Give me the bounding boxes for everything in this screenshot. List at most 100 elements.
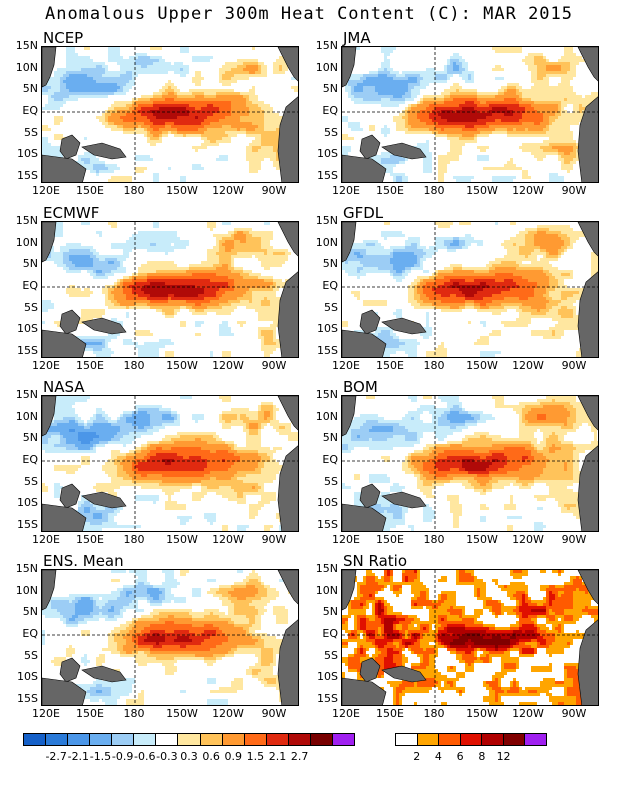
lon-label: 150E xyxy=(76,707,104,720)
lat-label: 15S xyxy=(17,344,38,357)
land-mask xyxy=(342,154,387,182)
colorbar-swatch xyxy=(417,734,440,745)
lat-label: 15N xyxy=(315,214,338,227)
lon-label: 150E xyxy=(76,184,104,197)
land-mask xyxy=(59,134,81,160)
lat-label: 5S xyxy=(24,300,38,314)
colorbar-swatch xyxy=(332,734,354,745)
colorbar-swatch xyxy=(525,734,547,745)
lat-label: 15S xyxy=(17,692,38,705)
lon-label: 180 xyxy=(423,533,445,546)
lat-label: EQ xyxy=(322,453,338,466)
land-mask xyxy=(277,222,298,257)
colorbar-swatch xyxy=(24,734,47,745)
land-mask xyxy=(42,570,57,611)
panel-sn-ratio: SN Ratio 15N 10N 5N EQ 5S 10S 15S 120E 150E 180 150… xyxy=(316,552,599,720)
colorbar-swatch xyxy=(266,734,289,745)
lon-label: 150W xyxy=(166,184,198,197)
colorbar-swatch xyxy=(244,734,267,745)
lat-label: EQ xyxy=(322,279,338,292)
lat-label: 5N xyxy=(322,431,338,444)
land-mask xyxy=(577,47,598,82)
land-mask xyxy=(342,329,387,357)
lon-label: 150W xyxy=(466,707,498,720)
lat-label: 10N xyxy=(15,409,38,423)
lat-label: 15N xyxy=(15,39,38,52)
lon-label: 90W xyxy=(261,533,287,546)
colorbar-label: -2.7 xyxy=(45,750,67,763)
lat-label: 10S xyxy=(317,322,338,335)
lon-label: 180 xyxy=(123,359,145,372)
lon-label: 150E xyxy=(376,533,404,546)
land-mask xyxy=(577,619,598,705)
lon-label: 150E xyxy=(376,707,404,720)
land-mask xyxy=(359,483,381,509)
land-mask xyxy=(381,142,427,160)
land-mask xyxy=(342,396,357,437)
land-mask xyxy=(577,445,598,531)
land-mask xyxy=(277,445,298,531)
lon-label: 120W xyxy=(512,184,544,197)
panel-title: JMA xyxy=(343,29,371,47)
lat-label: EQ xyxy=(322,627,338,640)
colorbar-swatch xyxy=(439,734,461,745)
lat-label: 5N xyxy=(22,257,38,270)
map-field xyxy=(41,221,299,358)
land-mask xyxy=(59,483,81,509)
map-field xyxy=(41,569,299,706)
panel-ncep: NCEP 15N 10N 5N EQ 5S 10S 15S 120E 150E 180 150W 120… xyxy=(16,29,299,197)
colorbar-label: 2.7 xyxy=(290,750,309,763)
land-mask xyxy=(577,271,598,357)
lon-label: 180 xyxy=(423,707,445,720)
lat-label: 15N xyxy=(15,562,38,575)
lon-label: 90W xyxy=(561,184,587,197)
land-mask xyxy=(42,503,87,531)
colorbar-label: 0.9 xyxy=(224,750,243,763)
lon-label: 150E xyxy=(376,184,404,197)
lon-label: 180 xyxy=(123,533,145,546)
lat-label: 10S xyxy=(17,322,38,335)
colorbar-swatch xyxy=(46,734,69,745)
lon-label: 180 xyxy=(423,184,445,197)
lon-label: 120E xyxy=(32,184,60,197)
land-mask xyxy=(42,396,57,437)
lat-label: 10S xyxy=(317,147,338,160)
lat-label: 5S xyxy=(24,125,38,139)
colorbar-snr xyxy=(395,733,547,746)
lat-label: 10S xyxy=(17,147,38,160)
lon-label: 90W xyxy=(561,707,587,720)
lon-label: 120E xyxy=(32,359,60,372)
land-mask xyxy=(42,47,57,88)
colorbar-label: 6 xyxy=(456,750,464,763)
map-field xyxy=(341,569,599,706)
land-mask xyxy=(342,570,357,611)
lat-label: EQ xyxy=(22,453,38,466)
lat-label: EQ xyxy=(322,104,338,117)
lat-label: 10N xyxy=(15,583,38,597)
panel-nasa: NASA 15N 10N 5N EQ 5S 10S 15S 120E 150E 180 150W 120… xyxy=(16,378,299,546)
lon-label: 150E xyxy=(376,359,404,372)
lat-label: 15S xyxy=(317,344,338,357)
colorbar-swatch xyxy=(200,734,223,745)
lat-label: 15N xyxy=(15,388,38,401)
lat-label: 15S xyxy=(17,518,38,531)
lon-label: 180 xyxy=(423,359,445,372)
panel-gfdl: GFDL 15N 10N 5N EQ 5S 10S 15S 120E 150E 180 150W 120… xyxy=(316,204,599,372)
colorbar-label: 2.1 xyxy=(268,750,287,763)
panel-bom: BOM 15N 10N 5N EQ 5S 10S 15S 120E 150E 180 150W 120W… xyxy=(316,378,599,546)
colorbar-label: -1.5 xyxy=(89,750,112,763)
land-mask xyxy=(42,677,87,705)
land-mask xyxy=(342,503,387,531)
lat-label: 5N xyxy=(322,82,338,95)
colorbar-swatch xyxy=(482,734,504,745)
colorbar-swatch xyxy=(460,734,483,745)
lon-label: 90W xyxy=(261,359,287,372)
land-mask xyxy=(381,491,427,509)
land-mask xyxy=(81,491,127,509)
land-mask xyxy=(277,96,298,182)
land-mask xyxy=(577,222,598,257)
lat-label: 10S xyxy=(317,496,338,509)
lat-label: 10N xyxy=(15,60,38,74)
figure-title: Anomalous Upper 300m Heat Content (C): M… xyxy=(44,4,574,24)
lat-label: 15S xyxy=(317,169,338,182)
